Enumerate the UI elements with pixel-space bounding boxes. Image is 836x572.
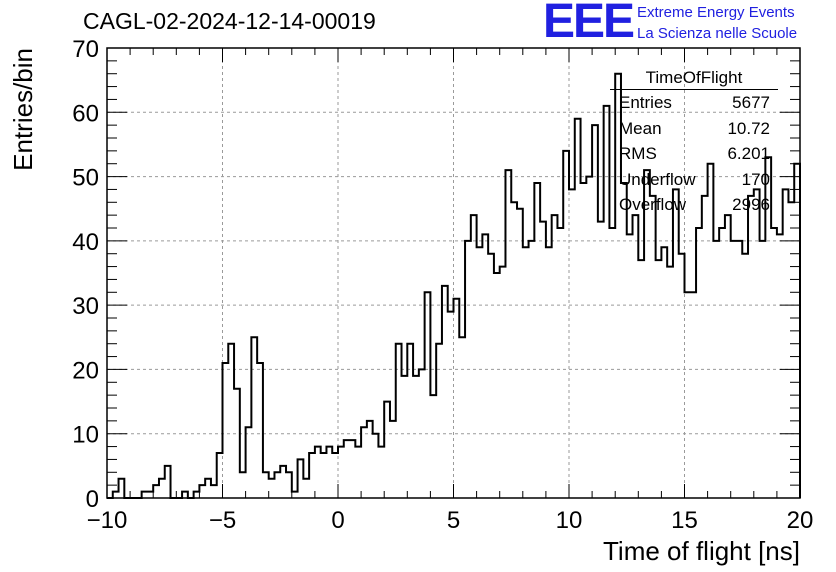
stats-row-entries: Entries 5677 [610,92,778,118]
stats-value: 170 [741,169,770,189]
y-tick-label: 20 [72,357,99,384]
stats-label: RMS [619,144,657,163]
stats-row-rms: RMS 6.201 [610,143,778,169]
eee-logo: EEE [543,0,635,48]
y-tick-label: 10 [72,422,99,449]
chart-title: CAGL-02-2024-12-14-00019 [83,8,376,34]
x-tick-label: 15 [671,507,698,534]
stats-label: Mean [619,118,662,138]
stats-value: 6.201 [727,144,770,163]
stats-box: TimeOfFlight Entries 5677 Mean 10.72 RMS… [610,68,778,220]
histogram-series [107,72,801,499]
stats-label: Entries [619,93,672,112]
y-tick-label: 70 [72,36,99,63]
stats-row-underflow: Underflow 170 [610,169,778,195]
y-tick-label: 50 [72,165,99,192]
x-tick-label: −5 [209,507,236,534]
y-axis-label: Entries/bin [8,48,38,171]
x-tick-label: 10 [556,507,583,534]
x-tick-label: 5 [447,507,460,534]
stats-value: 10.72 [727,118,770,138]
stats-value: 2996 [732,195,770,214]
logo-line-2: La Scienza nelle Scuole [637,25,798,42]
stats-value: 5677 [732,93,770,112]
stats-row-overflow: Overflow 2996 [610,194,778,220]
x-tick-label: 20 [787,507,814,534]
stats-row-mean: Mean 10.72 [610,118,778,144]
y-tick-label: 0 [86,486,99,513]
x-tick-label: 0 [331,507,344,534]
y-tick-label: 60 [72,100,99,127]
stats-box-title: TimeOfFlight [610,68,778,90]
stats-label: Overflow [619,195,687,214]
plot-frame [106,47,801,499]
stats-label: Underflow [619,169,696,189]
x-tick-label: −10 [87,507,128,534]
logo-line-1: Extreme Energy Events [637,4,795,21]
x-axis-label: Time of flight [ns] [603,536,800,566]
y-tick-label: 30 [72,293,99,320]
y-tick-label: 40 [72,229,99,256]
